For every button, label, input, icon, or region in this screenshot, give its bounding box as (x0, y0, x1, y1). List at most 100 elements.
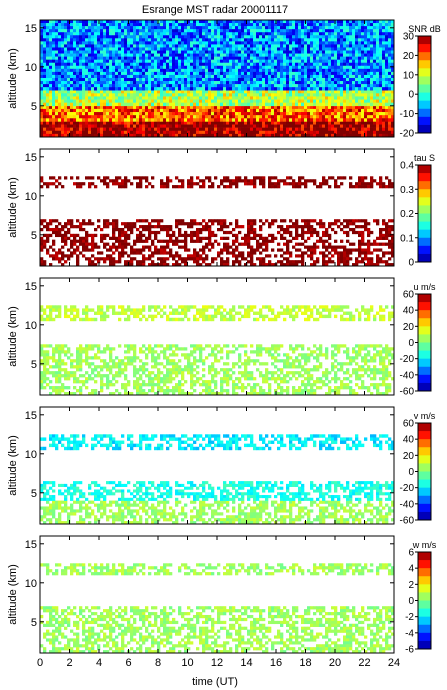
heatmap-cell (355, 225, 359, 229)
heatmap-cell (313, 108, 317, 113)
heatmap-cell (166, 96, 170, 100)
heatmap-cell (94, 32, 98, 36)
heatmap-cell (196, 35, 200, 39)
heatmap-cell (337, 225, 341, 229)
heatmap-cell (286, 56, 290, 60)
heatmap-cell (358, 65, 362, 70)
heatmap-cell (199, 112, 203, 116)
heatmap-cell (301, 41, 305, 45)
heatmap-cell (358, 105, 362, 110)
heatmap-cell (232, 96, 236, 100)
heatmap-cell (367, 26, 371, 30)
heatmap-cell (295, 35, 299, 39)
heatmap-cell (232, 87, 236, 91)
heatmap-cell (334, 105, 338, 110)
heatmap-cell (247, 23, 251, 27)
heatmap-cell (94, 29, 98, 33)
heatmap-cell (175, 236, 179, 240)
heatmap-cell (187, 124, 191, 128)
heatmap-cell (157, 32, 161, 36)
heatmap-cell (136, 62, 140, 67)
heatmap-cell (166, 23, 170, 27)
heatmap-cell (211, 87, 215, 91)
heatmap-cell (370, 65, 374, 70)
heatmap-cell (358, 99, 362, 103)
heatmap-cell (265, 68, 269, 73)
heatmap-cell (112, 26, 116, 30)
heatmap-cell (214, 96, 218, 100)
heatmap-cell (121, 130, 125, 135)
heatmap-cell (355, 84, 359, 88)
heatmap-cell (364, 105, 368, 110)
heatmap-cell (178, 124, 182, 128)
heatmap-cell (319, 41, 323, 45)
heatmap-cell (79, 68, 83, 73)
heatmap-cell (43, 74, 47, 79)
heatmap-cell (274, 81, 278, 85)
heatmap-cell (85, 118, 89, 122)
heatmap-cell (154, 84, 158, 88)
heatmap-cell (169, 112, 173, 116)
heatmap-cell (169, 32, 173, 36)
heatmap-cell (349, 65, 353, 70)
heatmap-cell (226, 41, 230, 45)
heatmap-cell (382, 93, 386, 97)
heatmap-cell (244, 59, 248, 64)
heatmap-cell (322, 71, 326, 76)
heatmap-cell (373, 102, 377, 107)
heatmap-cell (46, 32, 50, 36)
heatmap-cell (241, 26, 245, 30)
heatmap-cell (139, 102, 143, 107)
heatmap-cell (184, 121, 188, 125)
heatmap-cell (73, 74, 77, 79)
heatmap-cell (52, 53, 56, 57)
heatmap-cell (178, 118, 182, 122)
heatmap-cell (223, 84, 227, 88)
heatmap-cell (187, 81, 191, 85)
heatmap-cell (115, 41, 119, 45)
heatmap-cell (214, 20, 218, 24)
heatmap-cell (175, 50, 179, 54)
heatmap-cell (85, 77, 89, 82)
heatmap-cell (256, 29, 260, 33)
heatmap-cell (115, 133, 119, 138)
heatmap-cell (133, 65, 137, 70)
heatmap-cell (202, 32, 206, 36)
heatmap-cell (232, 62, 236, 67)
heatmap-cell (58, 90, 62, 94)
heatmap-cell (172, 50, 176, 54)
heatmap-cell (46, 71, 50, 76)
heatmap-cell (301, 26, 305, 30)
heatmap-cell (382, 102, 386, 107)
heatmap-cell (175, 20, 179, 24)
heatmap-cell (235, 222, 239, 226)
heatmap-cell (391, 112, 395, 116)
heatmap-cell (235, 96, 239, 100)
heatmap-cell (358, 50, 362, 54)
heatmap-cell (124, 20, 128, 24)
heatmap-cell (292, 59, 296, 64)
heatmap-cell (61, 133, 65, 138)
heatmap-cell (259, 118, 263, 122)
heatmap-cell (145, 118, 149, 122)
heatmap-cell (205, 99, 209, 103)
heatmap-cell (280, 26, 284, 30)
heatmap-cell (154, 50, 158, 54)
heatmap-cell (223, 38, 227, 42)
heatmap-cell (265, 65, 269, 70)
heatmap-cell (259, 65, 263, 70)
heatmap-cell (163, 121, 167, 125)
heatmap-cell (337, 77, 341, 82)
heatmap-cell (217, 105, 221, 110)
heatmap-cell (391, 130, 395, 135)
heatmap-cell (94, 108, 98, 113)
heatmap-cell (331, 71, 335, 76)
heatmap-cell (190, 133, 194, 138)
heatmap-cell (298, 71, 302, 76)
heatmap-cell (199, 41, 203, 45)
heatmap-cell (328, 47, 332, 51)
heatmap-cell (88, 124, 92, 128)
heatmap-cell (193, 29, 197, 33)
heatmap-cell (136, 26, 140, 30)
heatmap-cell (214, 105, 218, 110)
